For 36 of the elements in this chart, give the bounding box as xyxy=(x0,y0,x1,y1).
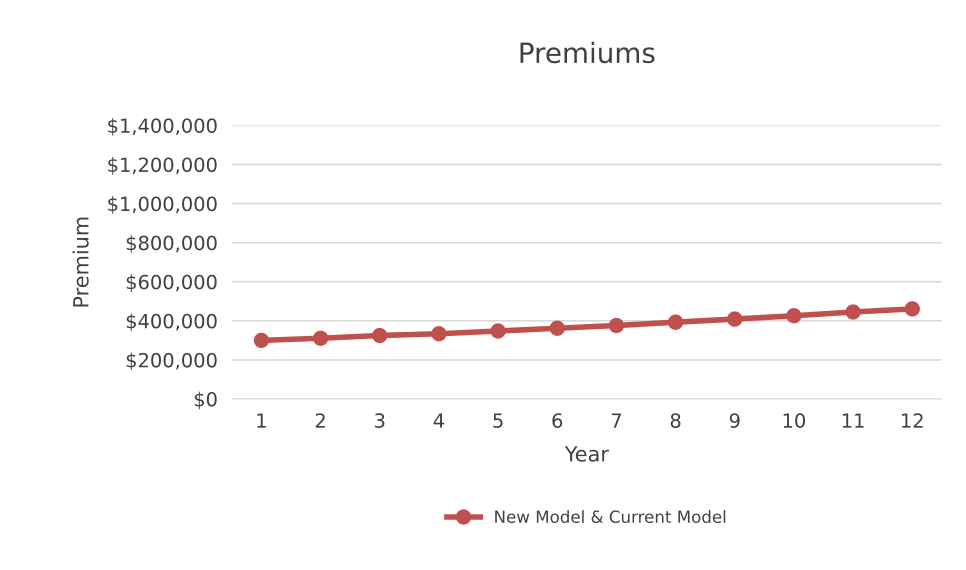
point xyxy=(550,320,565,336)
y-tick-label: $1,200,000 xyxy=(108,157,217,175)
x-tick-label: 5 xyxy=(493,413,503,428)
x-tick-label: 8 xyxy=(670,413,680,428)
point xyxy=(608,318,624,334)
y-tick-label: $400,000 xyxy=(126,313,217,332)
y-tick-label: $0 xyxy=(194,392,217,410)
x-tick-label: 9 xyxy=(730,413,740,428)
y-tick-label: $1,400,000 xyxy=(108,118,217,136)
x-tick-label: 1 xyxy=(257,413,266,428)
point xyxy=(431,326,447,342)
x-tick-label: 3 xyxy=(375,413,384,428)
chart-title: Premiums xyxy=(520,42,655,64)
point xyxy=(668,314,684,330)
legend-label: New Model & Current Model xyxy=(495,510,726,524)
point xyxy=(372,328,388,344)
y-tick-label: $200,000 xyxy=(126,352,217,370)
point xyxy=(845,304,861,320)
point xyxy=(254,332,270,348)
point xyxy=(490,323,506,339)
x-tick-label: 4 xyxy=(434,413,444,428)
point xyxy=(904,301,920,317)
x-tick-label: 7 xyxy=(612,413,621,428)
y-tick-label: $600,000 xyxy=(126,274,217,292)
x-tick-label: 12 xyxy=(902,413,923,428)
y-tick-label: $800,000 xyxy=(126,235,217,253)
y-tick-label: $1,000,000 xyxy=(108,196,217,214)
y-axis-title: Premium xyxy=(72,218,89,306)
point xyxy=(312,330,328,346)
x-tick-label: 11 xyxy=(842,413,864,428)
point xyxy=(727,311,742,327)
x-axis-title: Year xyxy=(564,446,609,462)
x-tick-label: 10 xyxy=(784,413,806,428)
x-tick-label: 6 xyxy=(552,413,562,428)
point xyxy=(786,308,802,324)
x-tick-label: 2 xyxy=(316,413,325,428)
